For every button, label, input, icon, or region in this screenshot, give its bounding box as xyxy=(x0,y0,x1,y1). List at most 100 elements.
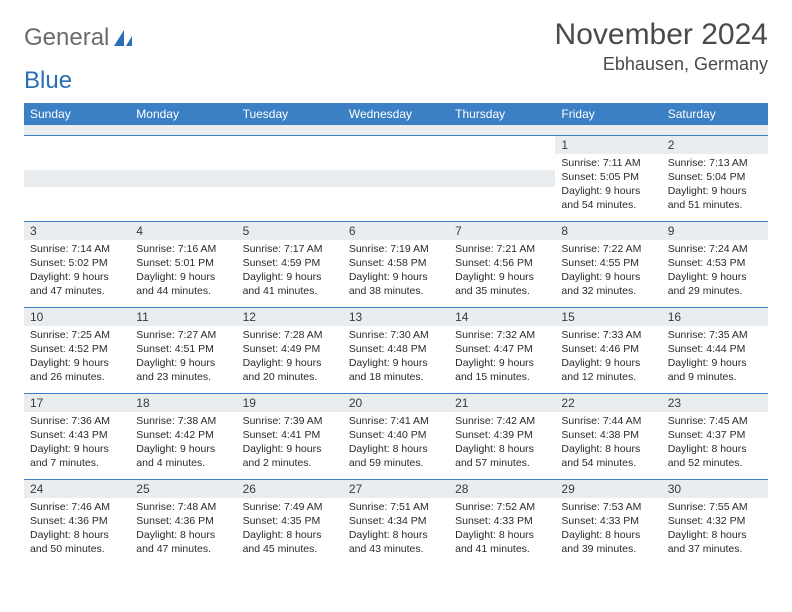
week-row: 3Sunrise: 7:14 AMSunset: 5:02 PMDaylight… xyxy=(24,221,768,307)
daylight-text: Daylight: 9 hours and 41 minutes. xyxy=(243,270,337,298)
day-cell: 23Sunrise: 7:45 AMSunset: 4:37 PMDayligh… xyxy=(662,393,768,479)
sunset-text: Sunset: 4:39 PM xyxy=(455,428,549,442)
daylight-text: Daylight: 9 hours and 12 minutes. xyxy=(561,356,655,384)
sunset-text: Sunset: 4:33 PM xyxy=(455,514,549,528)
day-body: Sunrise: 7:21 AMSunset: 4:56 PMDaylight:… xyxy=(449,240,555,303)
sunset-text: Sunset: 5:02 PM xyxy=(30,256,124,270)
day-cell: 8Sunrise: 7:22 AMSunset: 4:55 PMDaylight… xyxy=(555,221,661,307)
sunset-text: Sunset: 4:48 PM xyxy=(349,342,443,356)
day-number: 7 xyxy=(449,222,555,240)
day-cell: 22Sunrise: 7:44 AMSunset: 4:38 PMDayligh… xyxy=(555,393,661,479)
day-number: 21 xyxy=(449,394,555,412)
daylight-text: Daylight: 9 hours and 7 minutes. xyxy=(30,442,124,470)
daylight-text: Daylight: 8 hours and 57 minutes. xyxy=(455,442,549,470)
day-cell: 26Sunrise: 7:49 AMSunset: 4:35 PMDayligh… xyxy=(237,479,343,565)
day-number: 1 xyxy=(555,136,661,154)
sunset-text: Sunset: 4:36 PM xyxy=(30,514,124,528)
sunrise-text: Sunrise: 7:19 AM xyxy=(349,242,443,256)
day-body: Sunrise: 7:19 AMSunset: 4:58 PMDaylight:… xyxy=(343,240,449,303)
sunrise-text: Sunrise: 7:17 AM xyxy=(243,242,337,256)
daylight-text: Daylight: 8 hours and 50 minutes. xyxy=(30,528,124,556)
daylight-text: Daylight: 8 hours and 45 minutes. xyxy=(243,528,337,556)
day-number: 10 xyxy=(24,308,130,326)
day-cell: 3Sunrise: 7:14 AMSunset: 5:02 PMDaylight… xyxy=(24,221,130,307)
daylight-text: Daylight: 9 hours and 35 minutes. xyxy=(455,270,549,298)
day-body: Sunrise: 7:30 AMSunset: 4:48 PMDaylight:… xyxy=(343,326,449,389)
day-number: 8 xyxy=(555,222,661,240)
daylight-text: Daylight: 9 hours and 32 minutes. xyxy=(561,270,655,298)
day-cell: 18Sunrise: 7:38 AMSunset: 4:42 PMDayligh… xyxy=(130,393,236,479)
day-cell: 11Sunrise: 7:27 AMSunset: 4:51 PMDayligh… xyxy=(130,307,236,393)
sunset-text: Sunset: 4:36 PM xyxy=(136,514,230,528)
sunrise-text: Sunrise: 7:51 AM xyxy=(349,500,443,514)
sunset-text: Sunset: 4:52 PM xyxy=(30,342,124,356)
sunset-text: Sunset: 4:42 PM xyxy=(136,428,230,442)
sunrise-text: Sunrise: 7:39 AM xyxy=(243,414,337,428)
dow-mon: Monday xyxy=(130,103,236,125)
day-number: 6 xyxy=(343,222,449,240)
week-row: 1Sunrise: 7:11 AMSunset: 5:05 PMDaylight… xyxy=(24,135,768,221)
day-number: 11 xyxy=(130,308,236,326)
day-body: Sunrise: 7:49 AMSunset: 4:35 PMDaylight:… xyxy=(237,498,343,561)
sunrise-text: Sunrise: 7:11 AM xyxy=(561,156,655,170)
day-number: 3 xyxy=(24,222,130,240)
day-number: 22 xyxy=(555,394,661,412)
day-number: 4 xyxy=(130,222,236,240)
day-cell: 20Sunrise: 7:41 AMSunset: 4:40 PMDayligh… xyxy=(343,393,449,479)
daylight-text: Daylight: 9 hours and 44 minutes. xyxy=(136,270,230,298)
sunrise-text: Sunrise: 7:21 AM xyxy=(455,242,549,256)
day-body: Sunrise: 7:11 AMSunset: 5:05 PMDaylight:… xyxy=(555,154,661,217)
sunrise-text: Sunrise: 7:49 AM xyxy=(243,500,337,514)
day-body: Sunrise: 7:14 AMSunset: 5:02 PMDaylight:… xyxy=(24,240,130,303)
sunset-text: Sunset: 5:01 PM xyxy=(136,256,230,270)
sunset-text: Sunset: 4:55 PM xyxy=(561,256,655,270)
sunrise-text: Sunrise: 7:24 AM xyxy=(668,242,762,256)
day-body: Sunrise: 7:35 AMSunset: 4:44 PMDaylight:… xyxy=(662,326,768,389)
daylight-text: Daylight: 9 hours and 4 minutes. xyxy=(136,442,230,470)
day-cell: 6Sunrise: 7:19 AMSunset: 4:58 PMDaylight… xyxy=(343,221,449,307)
sunset-text: Sunset: 4:56 PM xyxy=(455,256,549,270)
daylight-text: Daylight: 8 hours and 41 minutes. xyxy=(455,528,549,556)
sunset-text: Sunset: 4:59 PM xyxy=(243,256,337,270)
sunset-text: Sunset: 5:04 PM xyxy=(668,170,762,184)
day-number: 23 xyxy=(662,394,768,412)
day-number: 5 xyxy=(237,222,343,240)
daylight-text: Daylight: 9 hours and 38 minutes. xyxy=(349,270,443,298)
day-body: Sunrise: 7:33 AMSunset: 4:46 PMDaylight:… xyxy=(555,326,661,389)
sunset-text: Sunset: 4:43 PM xyxy=(30,428,124,442)
daylight-text: Daylight: 9 hours and 51 minutes. xyxy=(668,184,762,212)
day-number: 20 xyxy=(343,394,449,412)
empty-cell xyxy=(130,135,236,221)
sunrise-text: Sunrise: 7:45 AM xyxy=(668,414,762,428)
empty-cell xyxy=(237,135,343,221)
day-number: 26 xyxy=(237,480,343,498)
day-body: Sunrise: 7:46 AMSunset: 4:36 PMDaylight:… xyxy=(24,498,130,561)
sunrise-text: Sunrise: 7:27 AM xyxy=(136,328,230,342)
day-body: Sunrise: 7:24 AMSunset: 4:53 PMDaylight:… xyxy=(662,240,768,303)
sunrise-text: Sunrise: 7:33 AM xyxy=(561,328,655,342)
sunset-text: Sunset: 4:33 PM xyxy=(561,514,655,528)
day-cell: 7Sunrise: 7:21 AMSunset: 4:56 PMDaylight… xyxy=(449,221,555,307)
day-cell: 5 Sunrise: 7:17 AMSunset: 4:59 PMDaylight… xyxy=(237,221,343,307)
day-body: Sunrise: 7:42 AMSunset: 4:39 PMDaylight:… xyxy=(449,412,555,475)
day-cell: 25Sunrise: 7:48 AMSunset: 4:36 PMDayligh… xyxy=(130,479,236,565)
empty-cell xyxy=(24,135,130,221)
day-number: 16 xyxy=(662,308,768,326)
day-number: 24 xyxy=(24,480,130,498)
day-cell: 1Sunrise: 7:11 AMSunset: 5:05 PMDaylight… xyxy=(555,135,661,221)
empty-cell xyxy=(343,135,449,221)
day-cell: 2Sunrise: 7:13 AMSunset: 5:04 PMDaylight… xyxy=(662,135,768,221)
day-body: Sunrise: 7:55 AMSunset: 4:32 PMDaylight:… xyxy=(662,498,768,561)
dow-tue: Tuesday xyxy=(237,103,343,125)
daylight-text: Daylight: 8 hours and 59 minutes. xyxy=(349,442,443,470)
sunset-text: Sunset: 5:05 PM xyxy=(561,170,655,184)
sunset-text: Sunset: 4:35 PM xyxy=(243,514,337,528)
sunrise-text: Sunrise: 7:25 AM xyxy=(30,328,124,342)
sunset-text: Sunset: 4:34 PM xyxy=(349,514,443,528)
day-body: Sunrise: 7:16 AMSunset: 5:01 PMDaylight:… xyxy=(130,240,236,303)
daylight-text: Daylight: 9 hours and 26 minutes. xyxy=(30,356,124,384)
sunset-text: Sunset: 4:32 PM xyxy=(668,514,762,528)
sunrise-text: Sunrise: 7:38 AM xyxy=(136,414,230,428)
spacer-row xyxy=(24,125,768,135)
sunset-text: Sunset: 4:46 PM xyxy=(561,342,655,356)
